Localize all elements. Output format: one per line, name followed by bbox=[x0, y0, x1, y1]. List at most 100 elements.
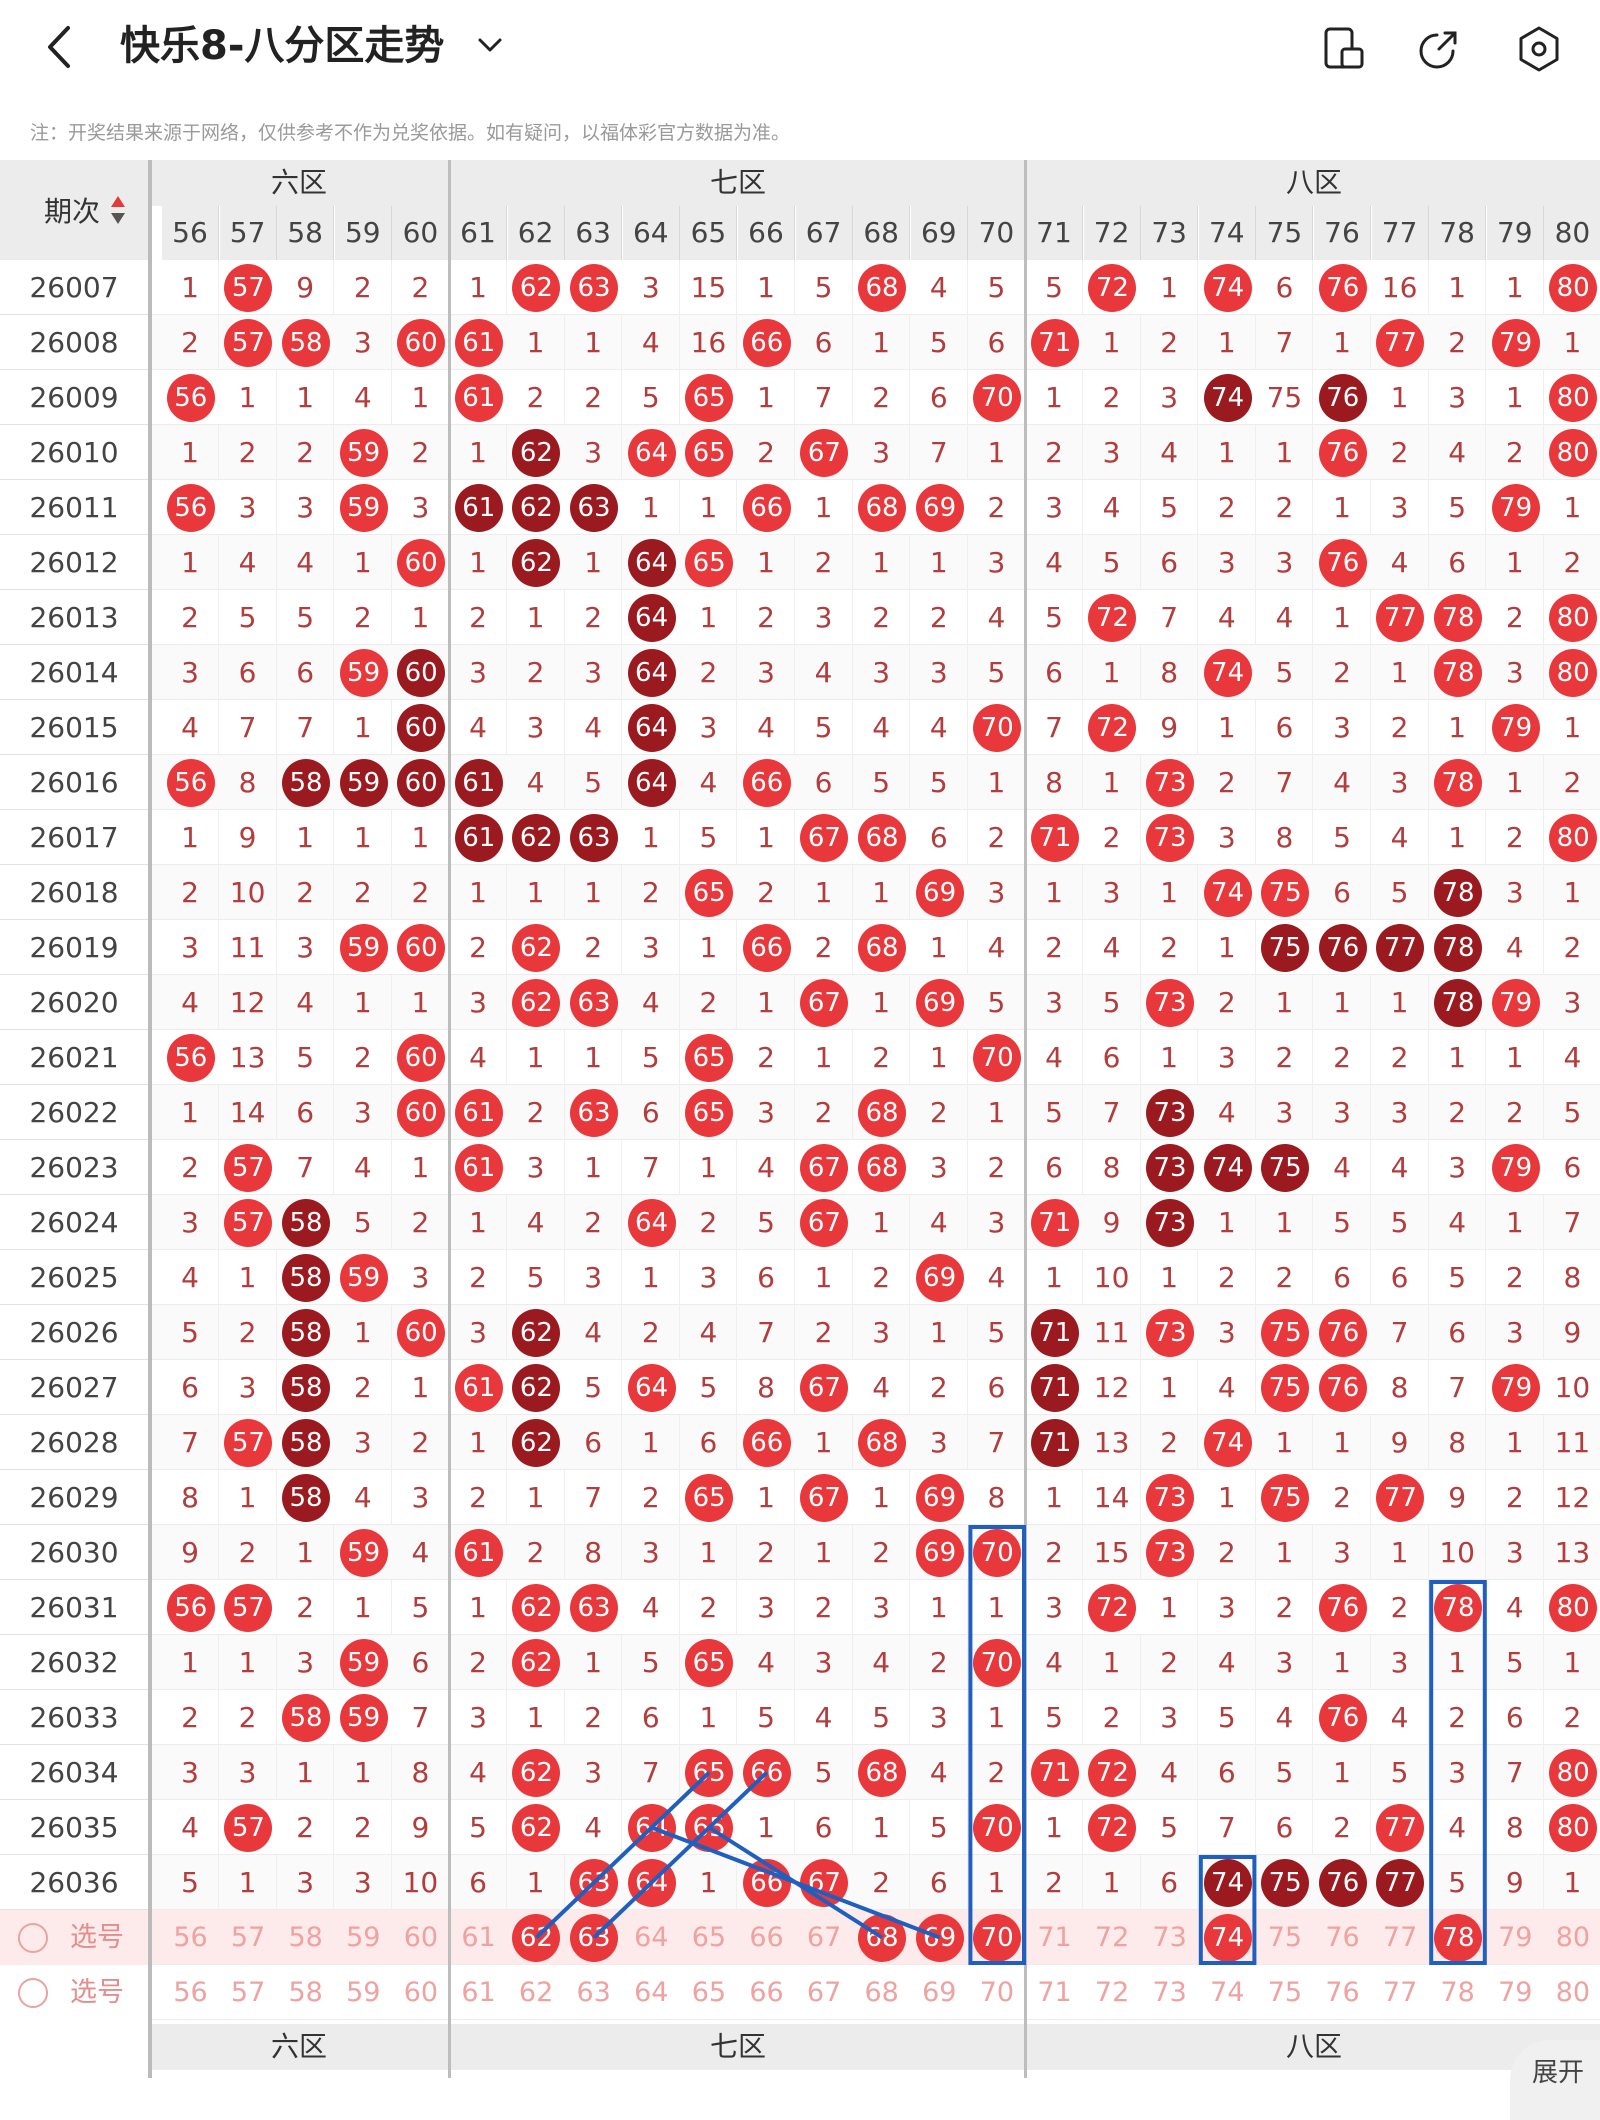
column-header[interactable]: 59 bbox=[334, 206, 392, 260]
select-number[interactable]: 79 bbox=[1498, 1922, 1533, 1953]
number-ball: 71 bbox=[1030, 1748, 1079, 1797]
select-number[interactable]: 59 bbox=[346, 1977, 381, 2008]
select-number[interactable]: 72 bbox=[1094, 1977, 1130, 2008]
column-header[interactable]: 60 bbox=[392, 206, 450, 260]
select-number[interactable]: 79 bbox=[1498, 1977, 1533, 2008]
select-radio[interactable] bbox=[18, 1978, 48, 2008]
select-number[interactable]: 56 bbox=[173, 1977, 208, 2008]
column-header[interactable]: 57 bbox=[219, 206, 277, 260]
select-number[interactable]: 57 bbox=[230, 1922, 266, 1953]
picked-ball[interactable]: 69 bbox=[915, 1913, 964, 1962]
select-number[interactable]: 58 bbox=[288, 1977, 323, 2008]
column-header[interactable]: 67 bbox=[795, 206, 853, 260]
column-header[interactable]: 68 bbox=[853, 206, 911, 260]
miss-count: 1 bbox=[1429, 700, 1487, 755]
select-number[interactable]: 63 bbox=[576, 1977, 611, 2008]
select-number[interactable]: 59 bbox=[346, 1922, 381, 1953]
number-ball: 75 bbox=[1261, 1308, 1310, 1357]
select-number[interactable]: 68 bbox=[864, 1977, 899, 2008]
select-number[interactable]: 78 bbox=[1440, 1977, 1475, 2008]
column-header[interactable]: 78 bbox=[1429, 206, 1487, 260]
select-label[interactable]: 选号 bbox=[70, 1977, 124, 2008]
back-icon[interactable] bbox=[40, 22, 80, 72]
select-number[interactable]: 65 bbox=[691, 1977, 727, 2008]
miss-count: 4 bbox=[1256, 1690, 1314, 1745]
select-number[interactable]: 66 bbox=[749, 1977, 784, 2008]
column-header[interactable]: 64 bbox=[622, 206, 680, 260]
page-title[interactable]: 快乐8-八分区走势 bbox=[120, 23, 445, 69]
select-number[interactable]: 67 bbox=[806, 1922, 842, 1953]
select-number[interactable]: 60 bbox=[403, 1977, 439, 2008]
select-radio[interactable] bbox=[18, 1923, 48, 1953]
picked-ball[interactable]: 62 bbox=[512, 1913, 561, 1962]
select-number[interactable]: 75 bbox=[1267, 1977, 1303, 2008]
select-number[interactable]: 56 bbox=[173, 1922, 208, 1953]
column-header[interactable]: 62 bbox=[507, 206, 565, 260]
select-number[interactable]: 80 bbox=[1555, 1922, 1591, 1953]
picked-ball[interactable]: 78 bbox=[1434, 1913, 1482, 1962]
picked-ball[interactable]: 68 bbox=[858, 1913, 906, 1962]
select-number[interactable]: 71 bbox=[1037, 1922, 1072, 1953]
select-number[interactable]: 71 bbox=[1037, 1977, 1072, 2008]
column-header[interactable]: 80 bbox=[1544, 206, 1600, 260]
select-number[interactable]: 66 bbox=[749, 1922, 784, 1953]
select-number[interactable]: 77 bbox=[1382, 1977, 1418, 2008]
select-number[interactable]: 60 bbox=[403, 1922, 439, 1953]
column-header[interactable]: 56 bbox=[162, 206, 219, 260]
select-number[interactable]: 58 bbox=[288, 1922, 323, 1953]
select-number[interactable]: 64 bbox=[634, 1922, 669, 1953]
picked-ball[interactable]: 74 bbox=[1203, 1913, 1252, 1962]
period-header[interactable]: 期次 bbox=[0, 160, 148, 260]
column-header[interactable]: 71 bbox=[1026, 206, 1083, 260]
miss-count: 3 bbox=[1199, 535, 1256, 590]
sort-icon[interactable] bbox=[110, 194, 126, 226]
select-number[interactable]: 77 bbox=[1382, 1922, 1418, 1953]
column-header[interactable]: 65 bbox=[680, 206, 738, 260]
select-number[interactable]: 73 bbox=[1152, 1977, 1187, 2008]
select-number[interactable]: 65 bbox=[691, 1922, 727, 1953]
column-header[interactable]: 79 bbox=[1486, 206, 1544, 260]
miss-count: 1 bbox=[911, 920, 968, 975]
select-number[interactable]: 70 bbox=[979, 1977, 1015, 2008]
miss-count: 1 bbox=[1429, 1030, 1487, 1085]
device-icon[interactable] bbox=[1320, 25, 1368, 73]
select-number[interactable]: 57 bbox=[230, 1977, 266, 2008]
select-number[interactable]: 72 bbox=[1094, 1922, 1130, 1953]
select-number[interactable]: 75 bbox=[1267, 1922, 1303, 1953]
miss-count: 2 bbox=[1314, 1470, 1371, 1525]
select-number[interactable]: 76 bbox=[1325, 1922, 1360, 1953]
select-number[interactable]: 74 bbox=[1210, 1977, 1245, 2008]
column-header[interactable]: 58 bbox=[277, 206, 335, 260]
column-header[interactable]: 73 bbox=[1141, 206, 1199, 260]
picked-ball[interactable]: 63 bbox=[570, 1913, 618, 1962]
column-header[interactable]: 76 bbox=[1314, 206, 1371, 260]
table-row bbox=[148, 1195, 1600, 1250]
select-number[interactable]: 64 bbox=[634, 1977, 669, 2008]
select-number[interactable]: 61 bbox=[461, 1977, 496, 2008]
column-header[interactable]: 69 bbox=[910, 206, 968, 260]
select-number[interactable]: 69 bbox=[922, 1977, 957, 2008]
chevron-down-icon[interactable] bbox=[475, 30, 505, 60]
column-header[interactable]: 74 bbox=[1198, 206, 1256, 260]
select-number[interactable]: 61 bbox=[461, 1922, 496, 1953]
column-header[interactable]: 75 bbox=[1256, 206, 1314, 260]
select-label[interactable]: 选号 bbox=[70, 1922, 124, 1953]
number-ball: 76 bbox=[1318, 1858, 1367, 1907]
column-header[interactable]: 66 bbox=[738, 206, 795, 260]
select-number[interactable]: 73 bbox=[1152, 1922, 1187, 1953]
expand-button[interactable]: 展开 bbox=[1510, 2040, 1600, 2120]
select-number[interactable]: 80 bbox=[1555, 1977, 1591, 2008]
picked-ball[interactable]: 70 bbox=[973, 1913, 1022, 1962]
column-header[interactable]: 72 bbox=[1083, 206, 1141, 260]
column-header[interactable]: 70 bbox=[968, 206, 1026, 260]
column-header[interactable]: 63 bbox=[565, 206, 623, 260]
column-header[interactable]: 77 bbox=[1371, 206, 1429, 260]
select-number[interactable]: 67 bbox=[806, 1977, 842, 2008]
miss-count: 2 bbox=[277, 865, 335, 920]
share-icon[interactable] bbox=[1415, 25, 1463, 73]
select-number[interactable]: 62 bbox=[518, 1977, 554, 2008]
select-number[interactable]: 76 bbox=[1325, 1977, 1360, 2008]
number-ball: 73 bbox=[1146, 1143, 1194, 1192]
settings-icon[interactable] bbox=[1515, 25, 1563, 73]
column-header[interactable]: 61 bbox=[450, 206, 507, 260]
